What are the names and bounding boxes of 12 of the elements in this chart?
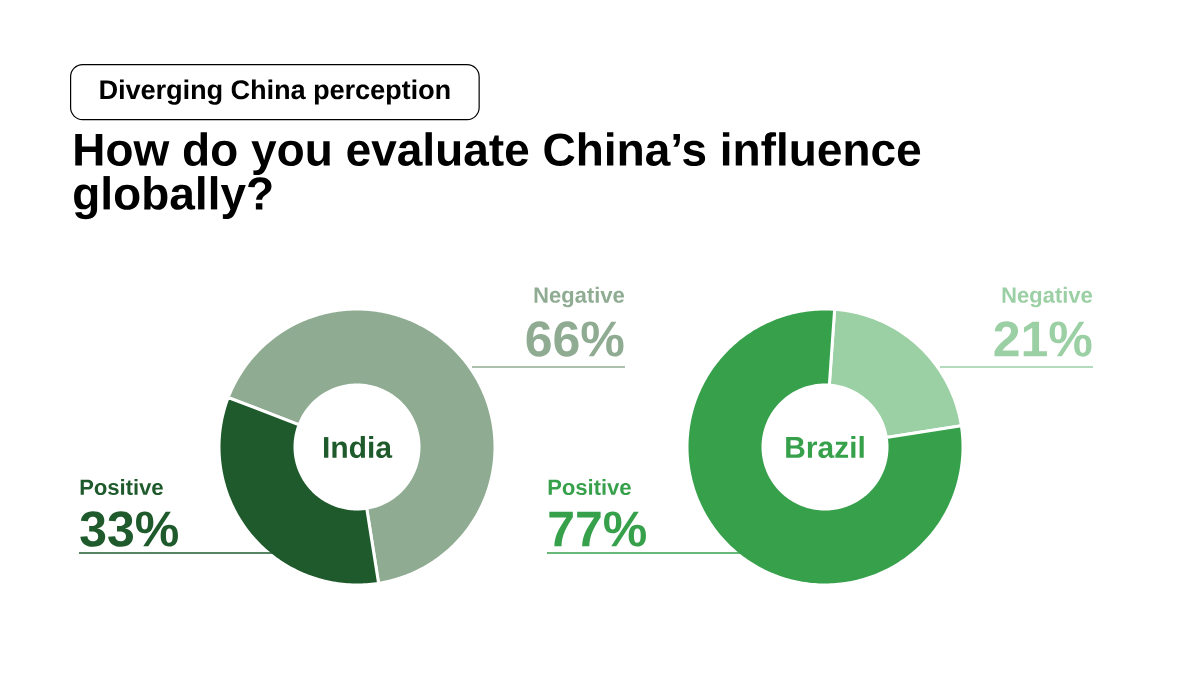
slice-label: Positive (80, 478, 163, 496)
data-label: 21% (994, 321, 1092, 357)
text: How do you evaluate China’s influence globally? (74, 132, 921, 220)
slice-label: Positive (548, 478, 631, 496)
text: Diverging China perception (100, 79, 450, 105)
data-label: 66% (526, 321, 624, 357)
data-label: 77% (549, 511, 646, 547)
slice-label: Negative (534, 286, 625, 308)
data-label: 33% (80, 511, 178, 547)
slice-label: Negative (1002, 286, 1093, 308)
text: Brazil (786, 435, 864, 459)
text: India (324, 435, 393, 459)
